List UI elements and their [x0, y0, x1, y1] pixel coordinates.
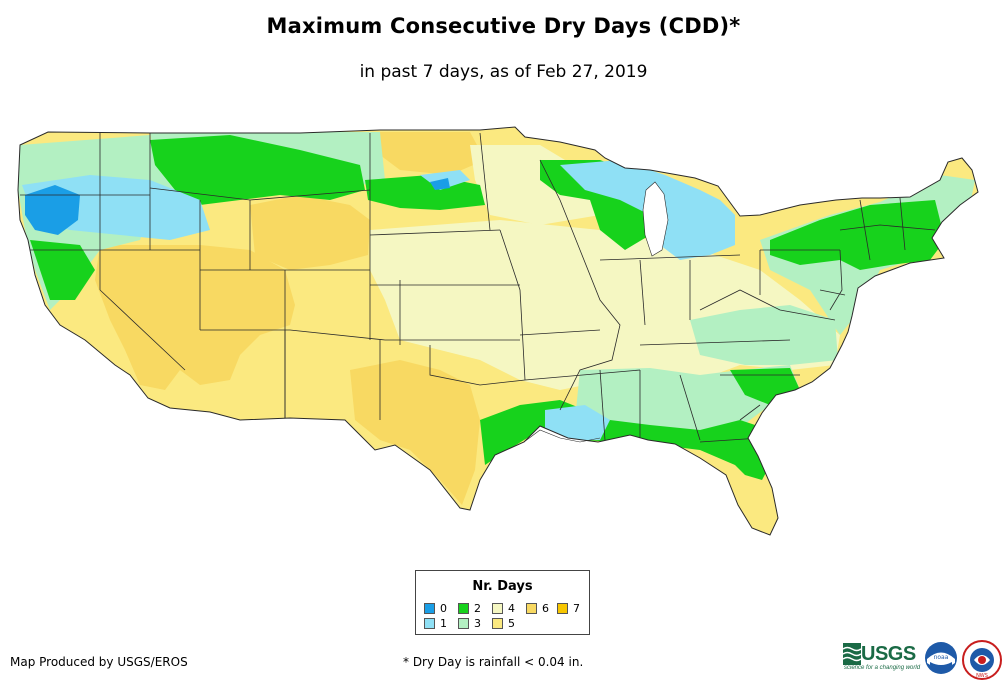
- legend-item-4: 4: [492, 603, 515, 615]
- legend-item-3: 3: [458, 618, 481, 630]
- legend-item-1: 1: [424, 618, 447, 630]
- state-boundaries: [20, 132, 936, 443]
- legend-label-3: 3: [474, 617, 481, 630]
- legend-item-0: 0: [424, 603, 447, 615]
- lake-michigan: [642, 181, 669, 257]
- nws-logo-icon: NWS: [962, 640, 1002, 680]
- legend-swatch-1: [424, 618, 435, 629]
- usgs-logo-text: USGS: [861, 643, 916, 665]
- legend-swatch-7: [557, 603, 568, 614]
- dry-day-footnote: * Dry Day is rainfall < 0.04 in.: [403, 655, 584, 669]
- legend-swatch-5: [492, 618, 503, 629]
- legend-label-1: 1: [440, 617, 447, 630]
- region-3-days-midatlantic: [690, 305, 838, 365]
- region-4-days-plains: [400, 290, 540, 360]
- region-6-days-west: [95, 245, 295, 390]
- legend-swatch-3: [458, 618, 469, 629]
- legend-label-5: 5: [508, 617, 515, 630]
- usgs-wave-icon: [843, 643, 861, 665]
- legend-item-5: 5: [492, 618, 515, 630]
- legend-label-6: 6: [542, 602, 549, 615]
- region-0-days-superior: [430, 178, 450, 190]
- cdd-map: [17, 126, 979, 536]
- legend-swatch-4: [492, 603, 503, 614]
- map-title: Maximum Consecutive Dry Days (CDD)*: [266, 14, 741, 38]
- legend-title: Nr. Days: [472, 579, 533, 594]
- map-subtitle: in past 7 days, as of Feb 27, 2019: [359, 62, 648, 82]
- region-0-days-oregon: [25, 185, 80, 235]
- legend-label-7: 7: [573, 602, 580, 615]
- legend-item-2: 2: [458, 603, 481, 615]
- nws-logo-text: NWS: [976, 673, 988, 679]
- region-2-days-pacificnw: [30, 240, 95, 300]
- legend-label-4: 4: [508, 602, 515, 615]
- gulf-coastline: [523, 429, 601, 443]
- region-6-days-texas: [350, 360, 480, 505]
- legend-item-7: 7: [557, 603, 580, 615]
- legend-swatch-6: [526, 603, 537, 614]
- usgs-tagline: science for a changing world: [844, 665, 921, 671]
- cdd-color-regions: [18, 127, 978, 535]
- noaa-logo-icon: noaa: [925, 642, 957, 674]
- legend-swatch-2: [458, 603, 469, 614]
- region-6-days-northplains: [380, 132, 485, 175]
- region-6-days-wyoming: [250, 195, 370, 270]
- noaa-logo-text: noaa: [934, 654, 949, 661]
- region-1-day-louisiana: [545, 405, 610, 440]
- legend-swatch-0: [424, 603, 435, 614]
- legend-item-6: 6: [526, 603, 549, 615]
- legend-label-2: 2: [474, 602, 481, 615]
- us-outline: [17, 126, 979, 536]
- region-2-days-northrockies: [150, 135, 365, 205]
- producer-credit: Map Produced by USGS/EROS: [10, 655, 188, 669]
- region-2-days-northeast: [770, 200, 945, 270]
- legend: Nr. Days 0 1 2 3 4 5 6 7: [415, 570, 590, 635]
- legend-label-0: 0: [440, 602, 447, 615]
